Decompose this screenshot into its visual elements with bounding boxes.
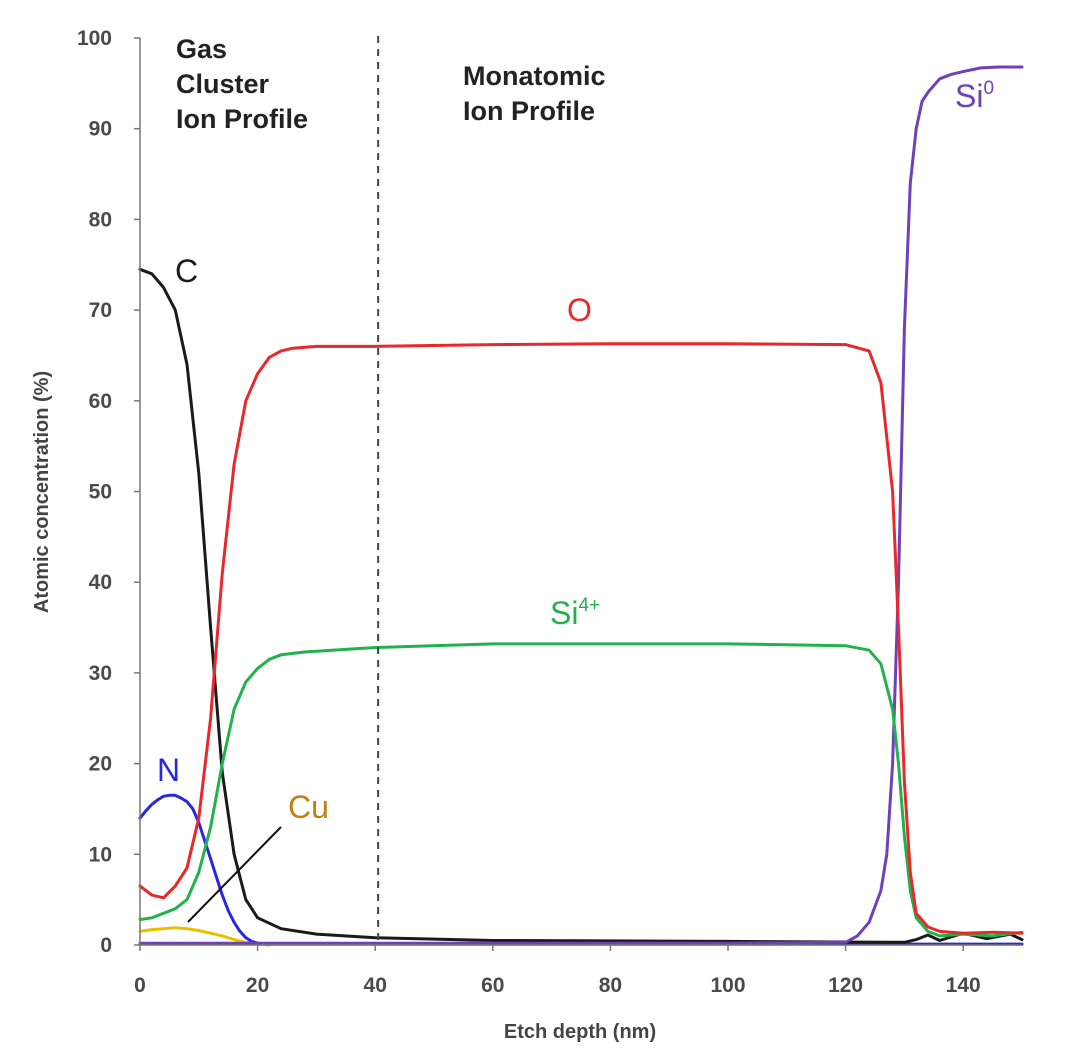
x-tick-label: 140	[946, 974, 981, 997]
y-tick-label: 50	[89, 481, 112, 504]
gas-cluster-line-1: Gas	[176, 34, 227, 64]
series-label-c: C	[175, 253, 198, 289]
y-tick-label: 20	[89, 753, 112, 776]
series-label-si4-text: Si	[550, 595, 578, 631]
monatomic-line-2: Ion Profile	[463, 96, 595, 126]
gas-cluster-line-2: Cluster	[176, 69, 270, 99]
x-tick-labels: 0 20 40 60 80 100 120 140	[134, 945, 981, 997]
x-tick-label: 40	[364, 974, 387, 997]
series-label-si4-sup: 4+	[578, 595, 600, 616]
monatomic-line-1: Monatomic	[463, 61, 606, 91]
y-tick-label: 60	[89, 390, 112, 413]
series-line-si0	[138, 65, 1024, 945]
x-tick-label: 120	[828, 974, 863, 997]
y-tick-label: 90	[89, 118, 112, 141]
x-tick-label: 0	[134, 974, 146, 997]
monatomic-title: Monatomic Ion Profile	[463, 61, 613, 126]
cu-leader-line	[187, 826, 282, 923]
x-tick-label: 60	[481, 974, 504, 997]
series-label-si4: Si4+	[550, 595, 600, 631]
series-line-si4	[138, 642, 1024, 938]
series-label-si0-text: Si	[955, 78, 983, 114]
x-tick-label: 100	[710, 974, 745, 997]
y-tick-label: 30	[89, 662, 112, 685]
series-line-o	[138, 342, 1024, 935]
y-tick-label: 40	[89, 571, 112, 594]
y-tick-labels: 0 10 20 30 40 50 60 70 80 90 100	[77, 27, 140, 957]
series-line-c	[138, 267, 1024, 944]
y-tick-label: 70	[89, 299, 112, 322]
x-tick-label: 80	[599, 974, 622, 997]
y-tick-label: 100	[77, 27, 112, 50]
series-label-cu: Cu	[288, 789, 329, 825]
series-label-n: N	[157, 752, 180, 788]
series-lines	[138, 65, 1024, 947]
series-label-o: O	[567, 292, 592, 328]
series-label-si0: Si0	[955, 78, 994, 114]
series-label-si0-sup: 0	[983, 78, 994, 99]
x-tick-label: 20	[246, 974, 269, 997]
x-axis-title: Etch depth (nm)	[504, 1021, 656, 1043]
y-tick-label: 80	[89, 208, 112, 231]
y-tick-label: 10	[89, 843, 112, 866]
y-tick-label: 0	[100, 934, 112, 957]
gas-cluster-title: Gas Cluster Ion Profile	[176, 34, 308, 134]
gas-cluster-line-3: Ion Profile	[176, 104, 308, 134]
y-axis-title: Atomic concentration (%)	[31, 371, 53, 613]
